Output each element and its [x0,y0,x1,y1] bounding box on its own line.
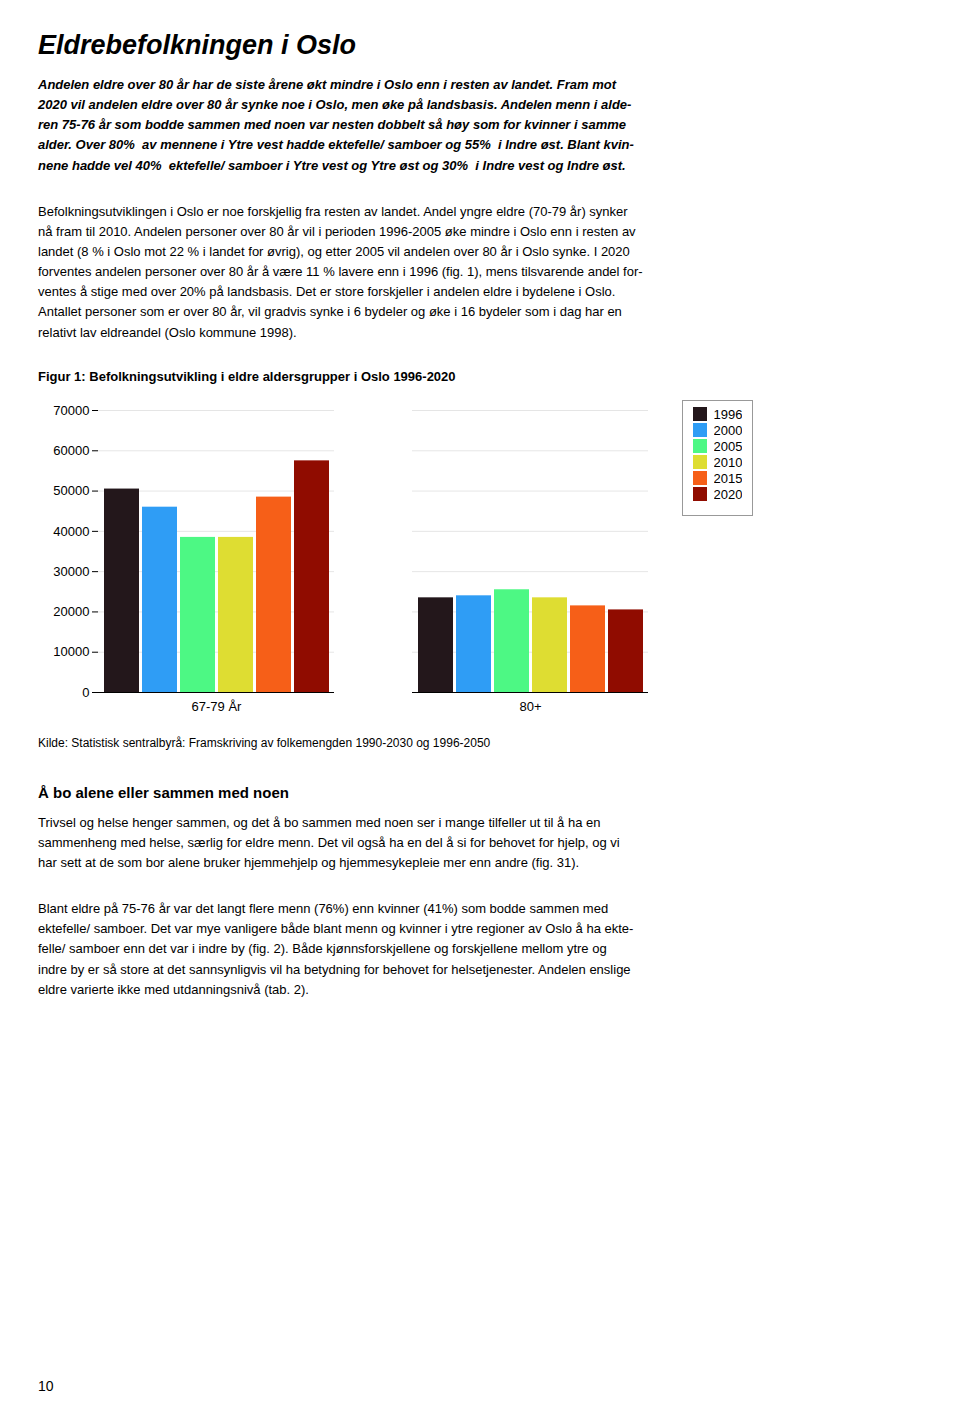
svg-text:50000: 50000 [53,483,89,498]
html-text:Figur 1: Befolkningsutvikling: Figur 1: Befolkningsutvikling i eldre al… [38,368,456,384]
html-text:2015: 2015 [713,470,743,486]
svg-text:67-79 År: 67-79 År [192,698,243,713]
html-text:Å bo alene eller sammen med no: Å bo alene eller sammen med noen [38,783,289,801]
html-text:2005: 2005 [713,438,743,454]
html-text:Kilde: Statistisk sentralbyrå:: Kilde: Statistisk sentralbyrå: Framskriv… [38,735,491,750]
html-text:Andelen eldre over 80 år har d: Andelen eldre over 80 år har de siste år… [38,77,634,173]
html-text:1996: 1996 [713,406,743,422]
html-text:2000: 2000 [713,422,743,438]
html-text:10: 10 [38,1378,54,1394]
svg-text:80+: 80+ [519,698,541,713]
svg-text:60000: 60000 [53,443,89,458]
html-text:2020: 2020 [713,486,743,502]
html-text:Trivsel og helse henger sammen: Trivsel og helse henger sammen, og det å… [38,814,620,870]
svg-text:70000: 70000 [53,402,89,417]
html-text:Eldrebefolkningen i Oslo: Eldrebefolkningen i Oslo [38,30,356,60]
html-text:Blant eldre på 75-76 år var de: Blant eldre på 75-76 år var det langt fl… [38,901,634,997]
html-text:2010: 2010 [713,454,743,470]
svg-text:10000: 10000 [53,644,89,659]
svg-text:0: 0 [82,684,89,699]
html-text:Befolkningsutviklingen i Oslo: Befolkningsutviklingen i Oslo er noe for… [38,203,643,340]
svg-text:20000: 20000 [53,604,89,619]
svg-text:30000: 30000 [53,563,89,578]
svg-text:40000: 40000 [53,523,89,538]
